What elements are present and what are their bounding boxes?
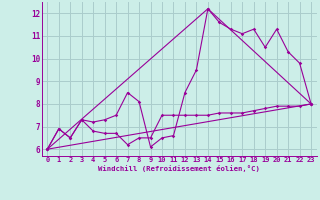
X-axis label: Windchill (Refroidissement éolien,°C): Windchill (Refroidissement éolien,°C) — [98, 165, 260, 172]
